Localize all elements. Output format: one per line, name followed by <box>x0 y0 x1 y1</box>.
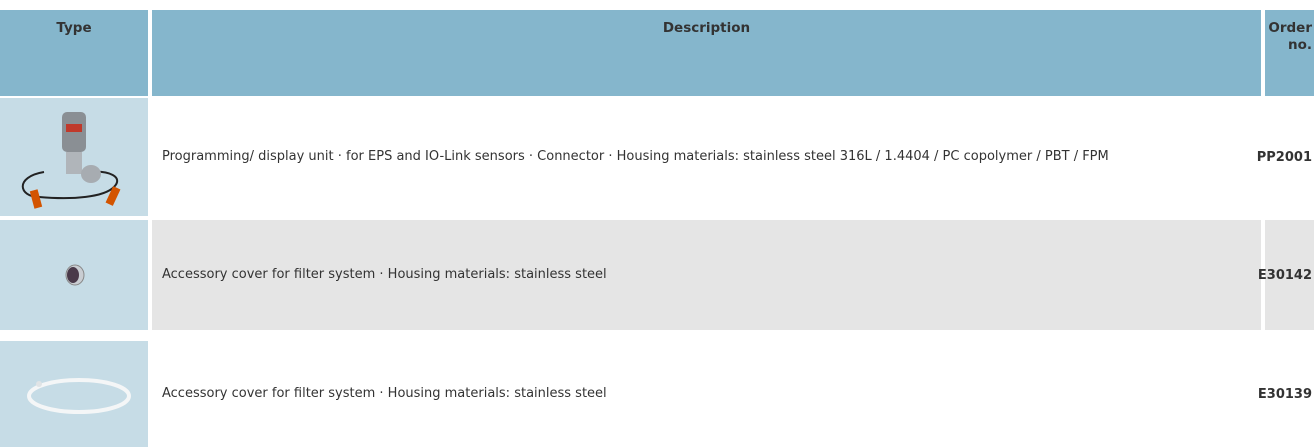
order-number: E30142 <box>1258 220 1314 330</box>
description-cell: Accessory cover for filter system · Hous… <box>162 386 607 401</box>
header-type: Type <box>0 10 148 96</box>
tube-icon <box>27 378 131 414</box>
product-image <box>0 220 148 330</box>
description-cell: Accessory cover for filter system · Hous… <box>152 220 1261 330</box>
description-cell: Programming/ display unit · for EPS and … <box>162 149 1109 164</box>
order-number: PP2001 <box>1256 149 1312 165</box>
order-number: E30139 <box>1257 386 1312 402</box>
product-image <box>0 98 148 216</box>
header-order: Order no. <box>1265 10 1314 96</box>
cover-icon <box>65 264 85 286</box>
product-image <box>0 341 148 447</box>
header-description: Description <box>152 10 1261 96</box>
sensor-icon <box>21 112 121 209</box>
